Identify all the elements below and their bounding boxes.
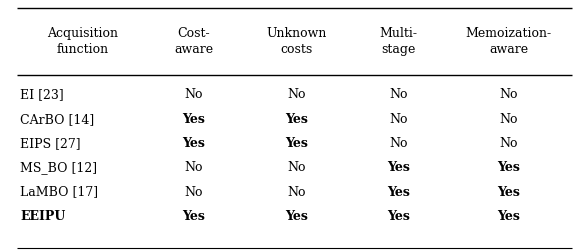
Text: LaMBO [17]: LaMBO [17] bbox=[20, 186, 98, 198]
Text: Unknown
costs: Unknown costs bbox=[266, 27, 327, 56]
Text: No: No bbox=[287, 88, 306, 102]
Text: Yes: Yes bbox=[182, 137, 205, 150]
Text: Multi-
stage: Multi- stage bbox=[380, 27, 418, 56]
Text: No: No bbox=[184, 186, 203, 198]
Text: No: No bbox=[390, 137, 408, 150]
Text: Cost-
aware: Cost- aware bbox=[174, 27, 213, 56]
Text: Yes: Yes bbox=[498, 210, 520, 223]
Text: Yes: Yes bbox=[387, 210, 410, 223]
Text: Yes: Yes bbox=[285, 210, 307, 223]
Text: No: No bbox=[184, 88, 203, 102]
Text: Yes: Yes bbox=[387, 161, 410, 174]
Text: No: No bbox=[499, 88, 518, 102]
Text: Yes: Yes bbox=[285, 113, 307, 126]
Text: No: No bbox=[287, 161, 306, 174]
Text: Yes: Yes bbox=[387, 186, 410, 198]
Text: EI [23]: EI [23] bbox=[20, 88, 64, 102]
Text: Yes: Yes bbox=[498, 161, 520, 174]
Text: Yes: Yes bbox=[182, 210, 205, 223]
Text: No: No bbox=[499, 113, 518, 126]
Text: CArBO [14]: CArBO [14] bbox=[20, 113, 94, 126]
Text: EIPS [27]: EIPS [27] bbox=[20, 137, 81, 150]
Text: No: No bbox=[390, 88, 408, 102]
Text: Memoization-
aware: Memoization- aware bbox=[466, 27, 552, 56]
Text: Yes: Yes bbox=[498, 186, 520, 198]
Text: Yes: Yes bbox=[285, 137, 307, 150]
Text: No: No bbox=[499, 137, 518, 150]
Text: Yes: Yes bbox=[182, 113, 205, 126]
Text: MS_BO [12]: MS_BO [12] bbox=[20, 161, 97, 174]
Text: EEIPU: EEIPU bbox=[20, 210, 66, 223]
Text: No: No bbox=[184, 161, 203, 174]
Text: No: No bbox=[390, 113, 408, 126]
Text: Acquisition
function: Acquisition function bbox=[47, 27, 118, 56]
Text: No: No bbox=[287, 186, 306, 198]
